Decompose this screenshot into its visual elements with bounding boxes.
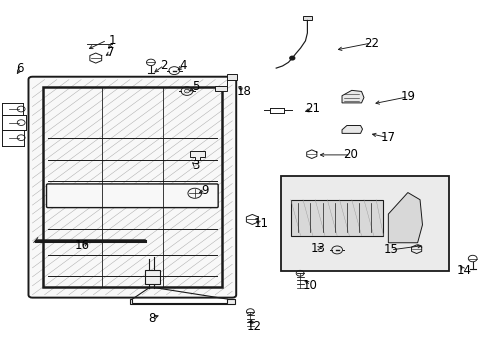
Text: 10: 10 <box>302 279 317 292</box>
Polygon shape <box>215 74 237 91</box>
Circle shape <box>289 56 294 60</box>
Text: 11: 11 <box>254 217 268 230</box>
FancyBboxPatch shape <box>46 184 218 208</box>
Polygon shape <box>387 193 422 243</box>
Text: 13: 13 <box>309 242 325 255</box>
Text: 7: 7 <box>106 46 114 59</box>
Text: 18: 18 <box>237 85 251 98</box>
Bar <box>144 270 160 284</box>
Text: 12: 12 <box>246 320 261 333</box>
Text: 20: 20 <box>343 148 358 161</box>
Bar <box>37 83 227 291</box>
Text: 16: 16 <box>75 239 90 252</box>
Polygon shape <box>130 299 234 304</box>
Polygon shape <box>341 90 363 103</box>
Polygon shape <box>189 151 204 160</box>
Text: 22: 22 <box>363 36 378 50</box>
Polygon shape <box>341 126 362 134</box>
Text: 2: 2 <box>160 59 167 72</box>
Text: 17: 17 <box>380 131 395 144</box>
Text: 4: 4 <box>180 59 187 72</box>
Bar <box>281 176 448 271</box>
Text: 21: 21 <box>305 103 320 116</box>
Text: 6: 6 <box>17 62 24 75</box>
Text: 15: 15 <box>383 243 397 256</box>
Text: 1: 1 <box>109 33 116 47</box>
Text: 19: 19 <box>400 90 414 103</box>
FancyBboxPatch shape <box>28 77 236 298</box>
Text: 8: 8 <box>148 311 155 325</box>
Text: 9: 9 <box>202 184 209 197</box>
Bar <box>303 16 311 21</box>
Text: 5: 5 <box>192 80 199 93</box>
Text: 14: 14 <box>455 264 470 277</box>
Bar <box>43 87 221 287</box>
Text: 3: 3 <box>192 159 199 172</box>
Bar <box>290 200 383 235</box>
